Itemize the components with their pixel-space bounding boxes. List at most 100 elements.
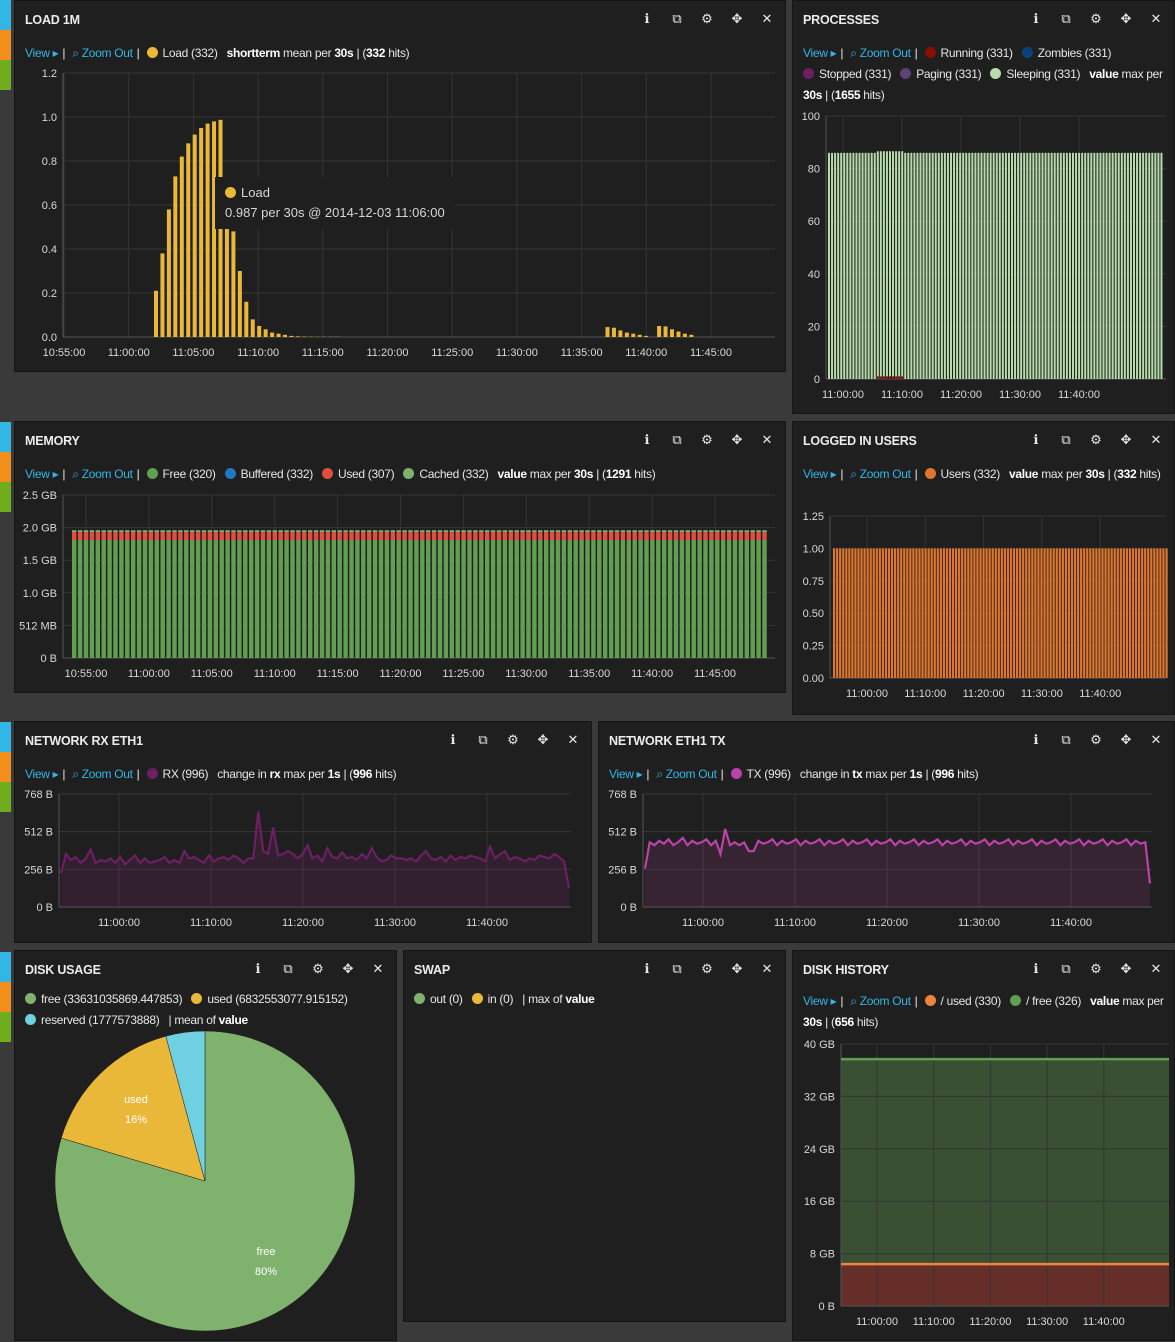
processes-bar	[843, 153, 845, 379]
chart-disk-usage[interactable]: used 16% free 80%	[15, 951, 398, 1342]
load-bar	[173, 176, 177, 337]
x-tick-label: 10:55:00	[65, 668, 108, 680]
memory-cached-bar	[367, 530, 371, 532]
users-bar	[1040, 548, 1042, 678]
processes-bar	[947, 153, 949, 379]
memory-cached-bar	[579, 530, 583, 532]
processes-bar	[959, 153, 961, 379]
legend-item[interactable]: out (0)	[414, 992, 463, 1006]
y-tick-label: 2.5 GB	[23, 490, 57, 502]
processes-bar	[1069, 153, 1071, 379]
memory-cached-bar	[633, 530, 637, 532]
memory-used-bar	[656, 532, 660, 540]
processes-bar	[1127, 153, 1129, 379]
memory-free-bar	[479, 540, 483, 658]
memory-cached-bar	[550, 530, 554, 532]
memory-used-bar	[196, 532, 200, 540]
users-bar	[1104, 548, 1106, 678]
x-tick-label: 11:25:00	[431, 347, 473, 359]
gear-icon[interactable]: ⚙	[699, 961, 715, 977]
memory-cached-bar	[137, 530, 141, 532]
memory-cached-bar	[485, 530, 489, 532]
memory-used-bar	[680, 532, 684, 540]
memory-cached-bar	[172, 530, 176, 532]
processes-bar	[1026, 153, 1028, 379]
y-tick-label: 1.0	[42, 112, 57, 124]
memory-cached-bar	[650, 530, 654, 532]
memory-used-bar	[450, 532, 454, 540]
processes-bar	[886, 151, 888, 379]
memory-free-bar	[627, 540, 631, 658]
memory-used-bar	[137, 532, 141, 540]
memory-used-bar	[662, 532, 666, 540]
memory-cached-bar	[290, 530, 294, 532]
memory-cached-bar	[479, 530, 483, 532]
processes-bar	[929, 153, 931, 379]
legend-item[interactable]: in (0)	[472, 992, 514, 1006]
memory-free-bar	[214, 540, 218, 658]
processes-bar	[1118, 153, 1120, 379]
processes-bar	[1054, 153, 1056, 379]
x-tick-label: 11:40:00	[625, 347, 667, 359]
users-bar	[989, 548, 991, 678]
memory-cached-bar	[125, 530, 129, 532]
users-bar	[1062, 548, 1064, 678]
move-icon[interactable]: ✥	[729, 961, 745, 977]
memory-used-bar	[326, 532, 330, 540]
info-icon[interactable]: ℹ	[639, 961, 655, 977]
x-tick-label: 11:30:00	[1026, 1316, 1068, 1328]
memory-free-bar	[172, 540, 176, 658]
panel-load: LOAD 1M ℹ⧉⚙✥✕ View ▸| ⌕ Zoom Out| Load (…	[14, 0, 786, 372]
memory-cached-bar	[96, 530, 100, 532]
duplicate-icon[interactable]: ⧉	[669, 961, 685, 977]
memory-cached-bar	[703, 530, 707, 532]
memory-used-bar	[467, 532, 471, 540]
memory-used-bar	[515, 532, 519, 540]
memory-used-bar	[166, 532, 170, 540]
memory-cached-bar	[621, 530, 625, 532]
memory-used-bar	[491, 532, 495, 540]
processes-bar	[831, 153, 833, 379]
users-bar	[1016, 548, 1018, 678]
users-bar	[1141, 548, 1143, 678]
series-area	[645, 829, 1150, 907]
users-bar	[1071, 548, 1073, 678]
users-bar	[1004, 548, 1006, 678]
processes-bar	[1048, 153, 1050, 379]
memory-used-bar	[633, 532, 637, 540]
memory-free-bar	[332, 540, 336, 658]
memory-cached-bar	[444, 530, 448, 532]
memory-used-bar	[332, 532, 336, 540]
x-tick-label: 11:10:00	[254, 668, 296, 680]
processes-bar	[1151, 153, 1153, 379]
memory-used-bar	[703, 532, 707, 540]
memory-cached-bar	[751, 530, 755, 532]
memory-used-bar	[338, 532, 342, 540]
running-bar	[877, 376, 879, 379]
users-bar	[836, 548, 838, 678]
users-bar	[885, 548, 887, 678]
memory-used-bar	[155, 532, 159, 540]
y-tick-label: 1.0 GB	[23, 588, 57, 600]
load-bar	[264, 329, 268, 337]
y-tick-label: 256 B	[24, 864, 53, 876]
processes-bar	[862, 153, 864, 379]
users-bar	[1092, 548, 1094, 678]
x-tick-label: 11:00:00	[98, 917, 140, 929]
memory-cached-bar	[184, 530, 188, 532]
memory-free-bar	[638, 540, 642, 658]
y-tick-label: 40 GB	[804, 1039, 835, 1051]
memory-free-bar	[532, 540, 536, 658]
processes-bar	[865, 153, 867, 379]
users-bar	[1138, 548, 1140, 678]
memory-cached-bar	[385, 530, 389, 532]
close-icon[interactable]: ✕	[759, 961, 775, 977]
x-tick-label: 11:15:00	[317, 668, 359, 680]
x-tick-label: 11:20:00	[366, 347, 408, 359]
